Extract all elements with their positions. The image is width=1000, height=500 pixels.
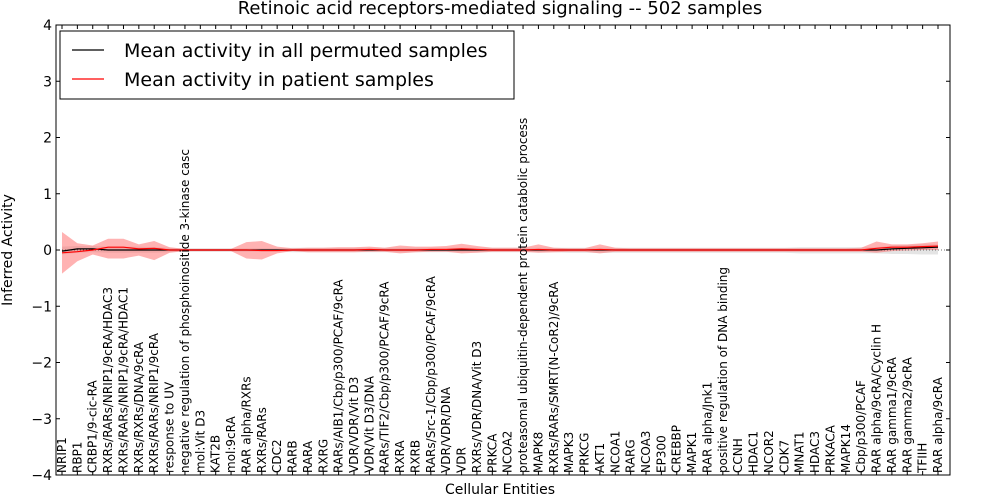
x-tick-label: CCNH: [731, 438, 745, 473]
x-tick-label: AKT1: [593, 443, 607, 473]
x-tick-label: CREBBP: [670, 425, 684, 473]
x-tick-label: RXRG: [316, 439, 330, 473]
x-tick-label: EP300: [654, 435, 668, 473]
y-tick-label: 3: [43, 74, 52, 90]
x-tick-label: mol:Vit D3: [193, 410, 207, 473]
x-tick-label: TFIIH: [916, 443, 930, 474]
x-tick-label: RXRA: [393, 440, 407, 473]
x-tick-label: PRKCA: [485, 433, 499, 473]
x-tick-label: RARG: [624, 439, 638, 473]
x-tick-label: MAPK14: [839, 424, 853, 473]
x-tick-label: MAPK3: [562, 432, 576, 473]
x-tick-label: NCOA2: [501, 431, 515, 473]
y-tick-label: 4: [43, 18, 52, 34]
x-tick-label: proteasomal ubiquitin-dependent protein …: [516, 118, 530, 473]
x-tick-label: RXRB: [408, 440, 422, 473]
x-tick-labels: NRIP1 RBP1 CRBP1/9-cic-RA RXRs/RARs/NRIP1/9…: [55, 118, 945, 474]
x-tick-label: NCOA1: [608, 431, 622, 473]
x-tick-label: Cbp/p300/PCAF: [854, 380, 868, 473]
x-tick-label: CDK7: [777, 440, 791, 473]
x-tick-label: NRIP1: [55, 437, 69, 473]
x-tick-label: PRKCG: [578, 433, 592, 473]
y-tick-label: 2: [43, 131, 52, 147]
plot-frame: [55, 24, 951, 476]
x-tick-label: RARA: [301, 440, 315, 473]
x-tick-label: mol:9cRA: [224, 416, 238, 473]
legend: Mean activity in all permuted samples Me…: [59, 30, 515, 100]
x-tick-label: HDAC3: [808, 431, 822, 473]
x-tick-label: MAPK1: [685, 432, 699, 473]
legend-label-patient: Mean activity in patient samples: [124, 69, 434, 91]
x-tick-label: HDAC1: [747, 431, 761, 473]
x-tick-label: CRBP1/9-cic-RA: [86, 379, 100, 473]
x-tick-label: RXRs/RARs/NRIP1/9cRA: [147, 332, 161, 473]
x-tick-label: MAPK8: [531, 432, 545, 473]
x-tick-label: MNAT1: [793, 431, 807, 473]
series-lines: [61, 245, 939, 254]
y-tick-label: 1: [43, 187, 52, 203]
x-tick-label: RXRs/RARs/NRIP1/9cRA/HDAC1: [116, 287, 130, 473]
x-tick-label: RARB: [286, 440, 300, 473]
x-tick-label: RAR alpha/9cRA/Cyclin H: [870, 324, 884, 473]
legend-label-permuted: Mean activity in all permuted samples: [124, 40, 487, 62]
x-tick-label: RAR alpha/Jnk1: [700, 382, 714, 473]
x-tick-label: RAR gamma1/9cRA: [885, 356, 899, 473]
chart-title: Retinoic acid receptors-mediated signali…: [238, 0, 763, 19]
x-tick-label: VDR: [455, 447, 469, 473]
x-tick-label: RARs/Src-1/Cbp/p300/PCAF/9cRA: [424, 275, 438, 473]
x-tick-label: RXRs/VDR/DNA/Vit D3: [470, 341, 484, 473]
x-tick-label: RARs/TIF2/Cbp/p300/PCAF/9cRA: [378, 281, 392, 473]
x-tick-label: RBP1: [70, 442, 84, 473]
x-tick-label: RARs/AIB1/Cbp/p300/PCAF/9cRA: [332, 279, 346, 473]
legend-box: [59, 30, 515, 100]
x-tick-label: RXRs/RARs: [255, 407, 269, 473]
x-tick-label: RAR gamma2/9cRA: [900, 356, 914, 473]
band-1: [62, 232, 938, 274]
x-tick-label: response to UV: [163, 381, 177, 473]
y-tick-label: 0: [43, 243, 52, 259]
x-tick-label: negative regulation of phosphoinositide …: [178, 149, 192, 473]
x-tick-label: VDR/Vit D3/DNA: [362, 375, 376, 473]
x-tick-label: RAR alpha/RXRs: [239, 376, 253, 473]
x-tick-label: CDC2: [270, 439, 284, 473]
x-tick-label: RXRs/RARs/NRIP1/9cRA/HDAC3: [101, 287, 115, 473]
series-line-1: [61, 245, 939, 254]
x-tick-label: VDR/VDR/Vit D3: [347, 377, 361, 473]
y-tick-label: −2: [31, 356, 52, 372]
y-tick-label: −1: [31, 299, 52, 315]
x-tick-label: RXRs/RXRs/DNA/9cRA: [132, 341, 146, 473]
x-tick-label: RAR alpha/9cRA: [931, 376, 945, 473]
y-tick-label: −4: [31, 468, 52, 484]
confidence-bands: [62, 232, 938, 274]
x-tick-label: VDR/VDR/DNA: [439, 386, 453, 473]
y-tick-label: −3: [31, 412, 52, 428]
x-tick-label: KAT2B: [209, 435, 223, 473]
y-axis-label: Inferred Activity: [0, 194, 16, 306]
axis-ticks: −4 −3 −2 −1 0 1 2 3 4: [31, 18, 950, 484]
x-axis-label: Cellular Entities: [445, 482, 555, 498]
x-tick-label: PRKACA: [823, 424, 837, 473]
x-tick-label: NCOR2: [762, 430, 776, 473]
x-tick-label: positive regulation of DNA binding: [716, 267, 730, 473]
x-tick-label: RXRs/RARs/SMRT(N-CoR2)/9cRA: [547, 281, 561, 473]
x-tick-label: NCOA3: [639, 431, 653, 473]
